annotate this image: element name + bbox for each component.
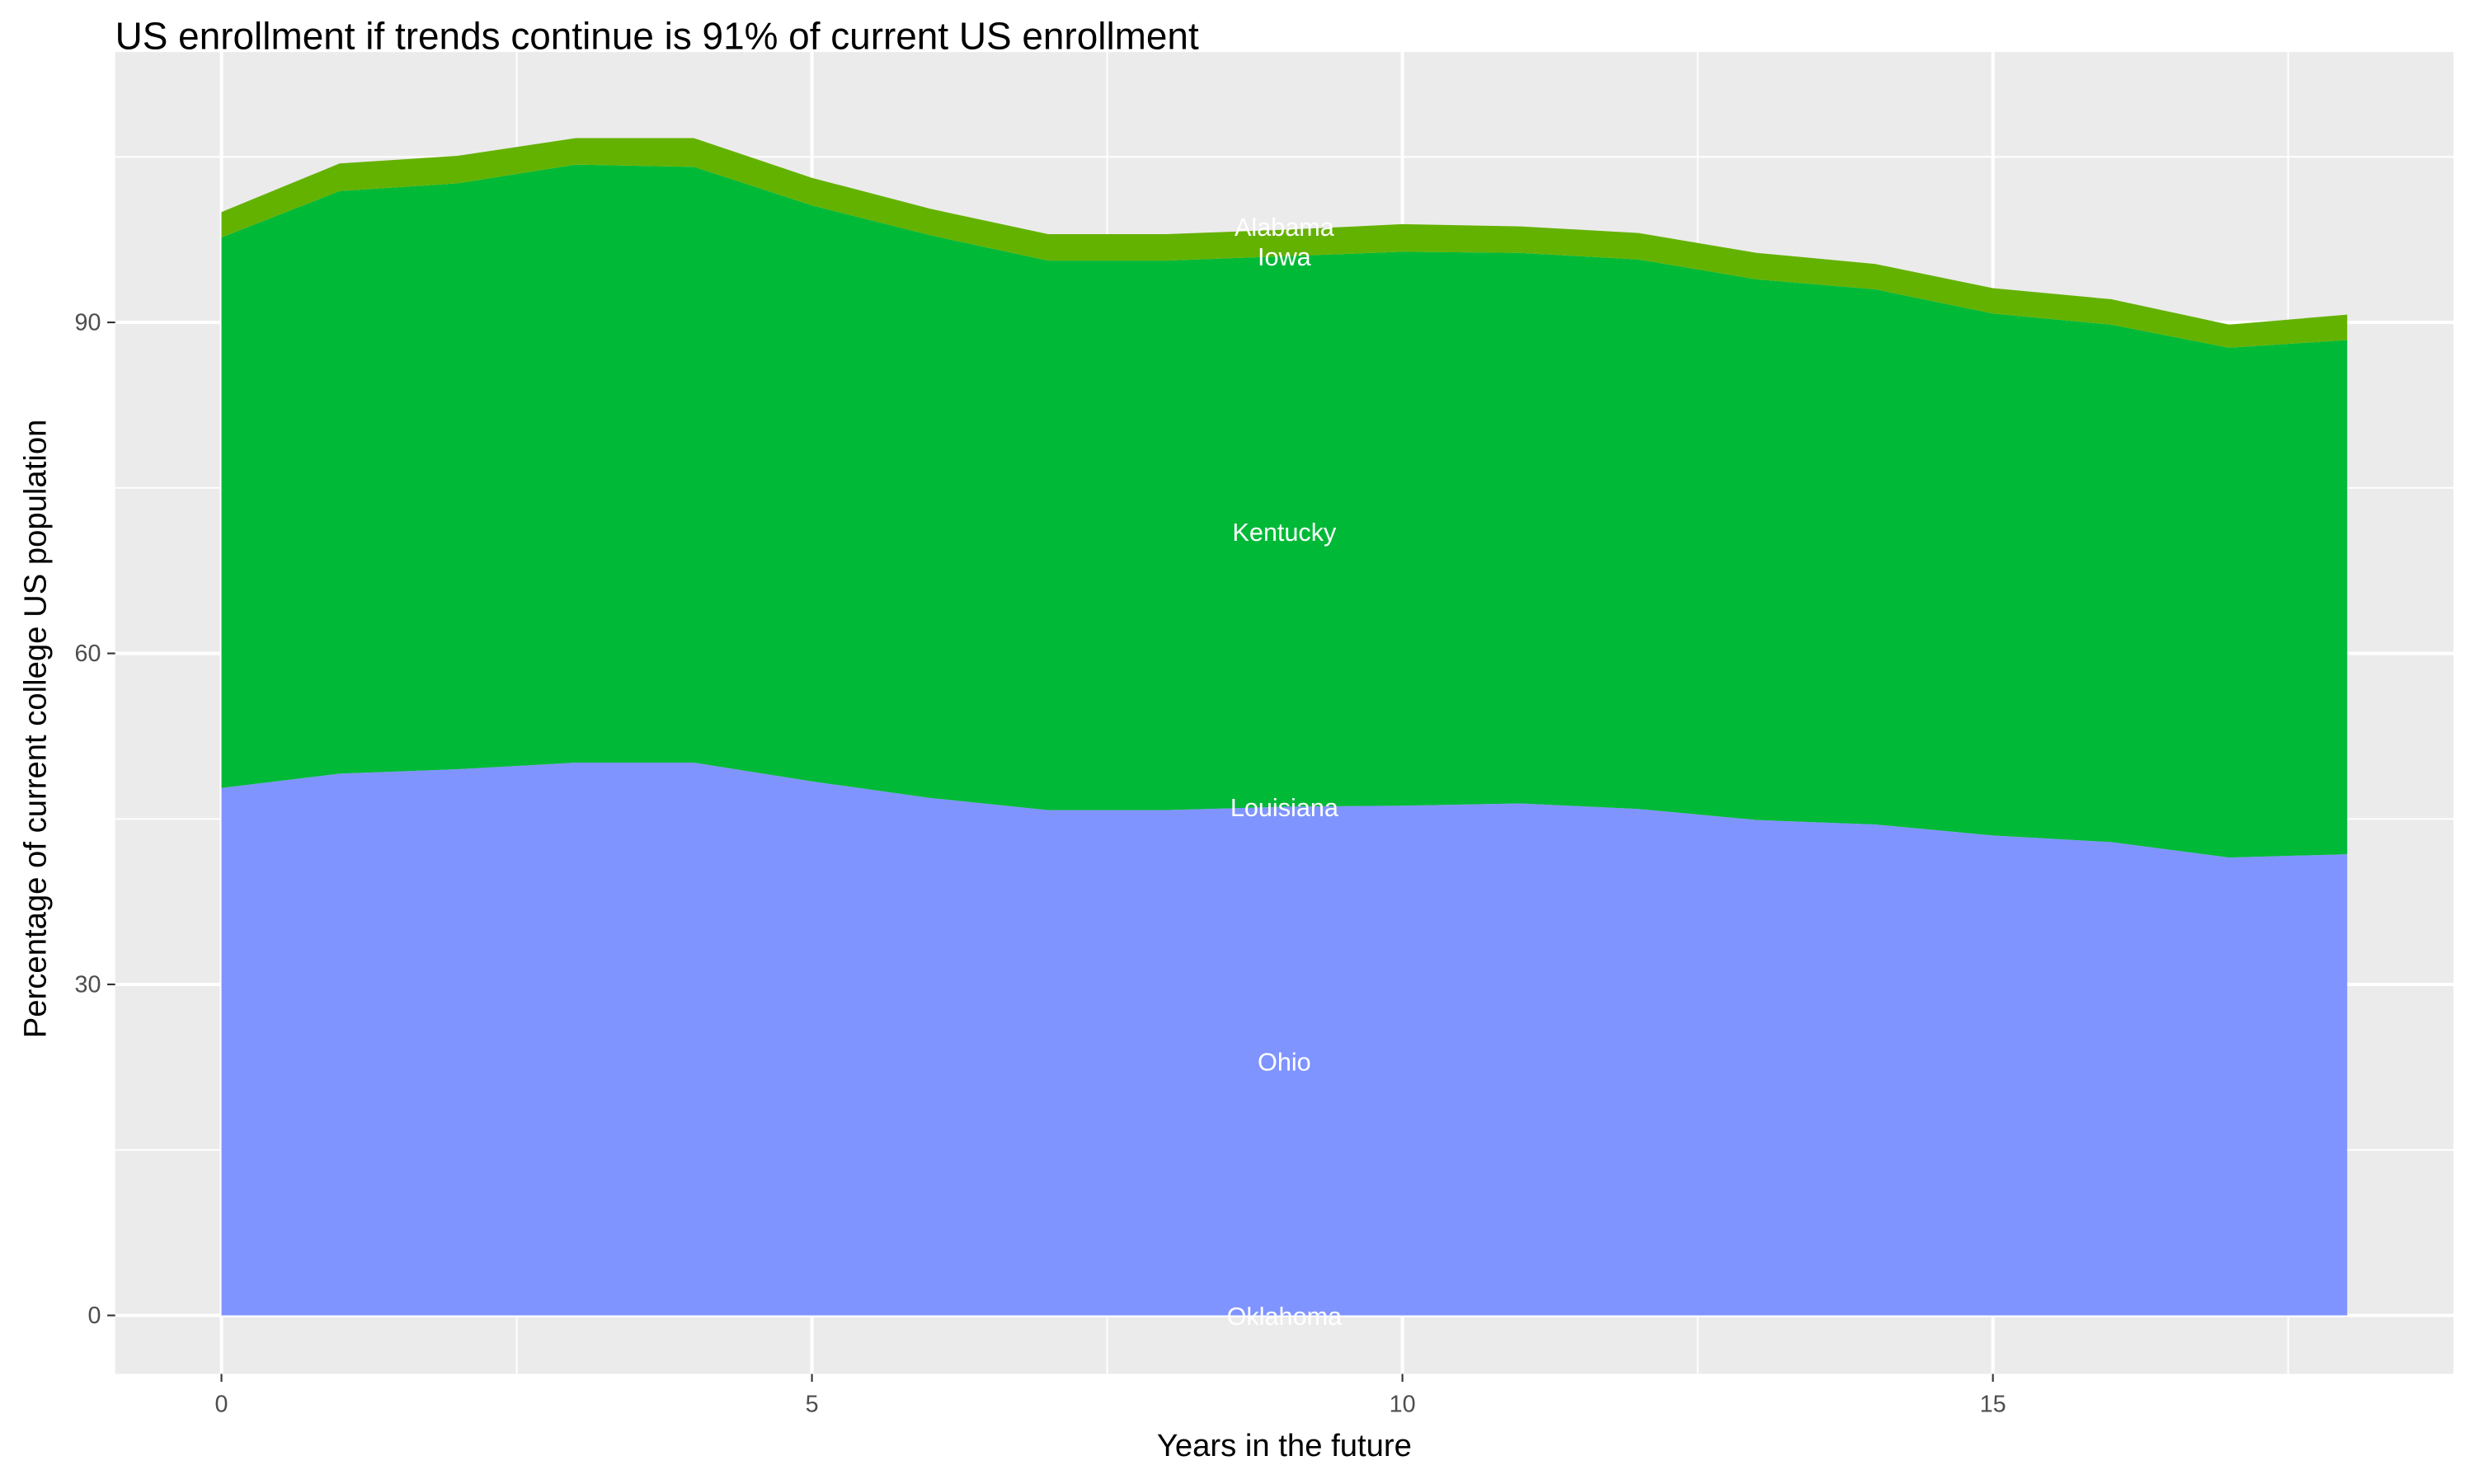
- x-axis-title: Years in the future: [1157, 1428, 1412, 1463]
- area-alabama: [221, 138, 2348, 348]
- area-ohio: [221, 763, 2348, 1316]
- series-label-iowa: Iowa: [1258, 243, 1312, 271]
- y-tick-label: 90: [75, 310, 101, 336]
- area-kentucky: [221, 164, 2348, 858]
- y-axis-title: Percentage of current college US populat…: [17, 420, 53, 1039]
- chart-title: US enrollment if trends continue is 91% …: [115, 14, 1199, 57]
- series-label-kentucky: Kentucky: [1232, 519, 1337, 547]
- y-tick-label: 60: [75, 641, 101, 667]
- x-tick-label: 15: [1980, 1391, 2006, 1417]
- series-label-louisiana: Louisiana: [1230, 794, 1339, 822]
- y-tick-label: 30: [75, 972, 101, 998]
- x-tick-label: 0: [215, 1391, 228, 1417]
- series-label-oklahoma: Oklahoma: [1227, 1303, 1343, 1331]
- x-tick-label: 5: [806, 1391, 819, 1417]
- series-label-ohio: Ohio: [1258, 1049, 1311, 1077]
- series-label-alabama: Alabama: [1235, 214, 1335, 242]
- y-tick-label: 0: [87, 1303, 101, 1329]
- x-tick-label: 10: [1390, 1391, 1416, 1417]
- axes: 0 5 10 15 0 30 60 90: [75, 310, 2006, 1418]
- area-layers: [221, 138, 2348, 1316]
